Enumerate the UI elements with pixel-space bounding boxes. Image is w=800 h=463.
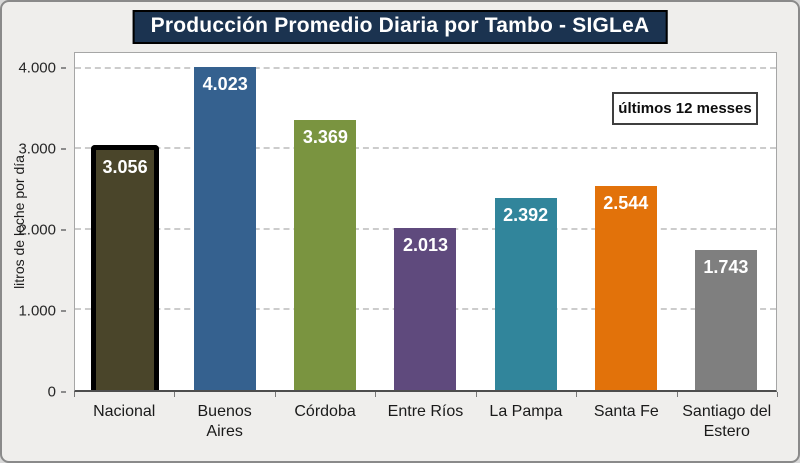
bar-santa-fe: 2.544 [594, 185, 657, 390]
bar-value-c-rdoba: 3.369 [302, 126, 348, 147]
bar-la-pampa: 2.392 [494, 198, 557, 390]
x-tick-mark-4 [475, 392, 477, 397]
bar-value-la-pampa: 2.392 [503, 205, 549, 226]
gridline-4.000 [75, 67, 776, 70]
y-tick-mark-0 [61, 391, 66, 393]
y-tick-label-2.000: 2.000 [18, 221, 56, 239]
bar-value-buenos-aires: 4.023 [202, 74, 248, 95]
x-label-c-rdoba: Córdoba [294, 403, 356, 420]
y-tick-mark-2.000 [61, 229, 66, 232]
y-tick-label-0: 0 [47, 383, 56, 401]
x-axis-labels: Nacional Buenos Aires Córdoba Entre Ríos La … [74, 402, 777, 442]
x-label-entre-r-os: Entre Ríos [387, 403, 464, 420]
x-tick-mark-0 [74, 392, 75, 397]
chart-title: Producción Promedio Diaria por Tambo - S… [132, 10, 668, 44]
gridline-3.000 [75, 147, 776, 150]
bar-buenos-aires: 4.023 [194, 67, 257, 390]
bar-santiago-del-estero: 1.743 [694, 250, 757, 390]
bar-slot-santiago-del-estero: 1.743 [676, 53, 776, 390]
bars-layer: 3.056 4.023 3.369 2.013 2.392 2.544 1.743 [75, 53, 776, 390]
bar-slot-nacional: 3.056 [75, 53, 175, 390]
x-tick-mark-2 [274, 392, 276, 397]
x-axis-tick-marks [74, 392, 778, 397]
bar-c-rdoba: 3.369 [294, 119, 357, 390]
x-label-santiago-del-estero: Santiago del Estero [682, 403, 772, 440]
bar-slot-la-pampa: 2.392 [476, 53, 576, 390]
bar-value-santiago-del-estero: 1.743 [703, 257, 749, 278]
bar-value-nacional: 3.056 [102, 156, 148, 177]
x-label-buenos-aires: Buenos Aires [197, 403, 252, 440]
y-tick-label-3.000: 3.000 [18, 140, 56, 158]
x-tick-mark-3 [375, 392, 377, 397]
x-tick-mark-1 [174, 392, 176, 397]
bar-slot-entre-r-os: 2.013 [375, 53, 475, 390]
x-tick-mark-6 [676, 392, 678, 397]
x-label-nacional: Nacional [93, 403, 156, 420]
y-axis-tick-labels: 0 1.000 2.000 3.000 4.000 [2, 52, 66, 401]
x-label-santa-fe: Santa Fe [593, 403, 659, 420]
y-tick-mark-4.000 [61, 67, 66, 70]
bar-slot-santa-fe: 2.544 [576, 53, 676, 390]
y-tick-mark-1.000 [61, 310, 66, 313]
y-tick-mark-3.000 [61, 148, 66, 151]
x-tick-mark-5 [576, 392, 578, 397]
x-tick-mark-7 [777, 392, 778, 397]
x-label-la-pampa: La Pampa [489, 403, 563, 420]
bar-entre-r-os: 2.013 [394, 228, 457, 390]
y-tick-label-4.000: 4.000 [18, 59, 56, 77]
bar-slot-c-rdoba: 3.369 [275, 53, 375, 390]
annotation-badge: últimos 12 messes [612, 92, 758, 125]
bar-value-santa-fe: 2.544 [603, 192, 649, 213]
y-tick-label-1.000: 1.000 [18, 302, 56, 320]
bar-nacional: 3.056 [91, 144, 160, 390]
bar-value-entre-r-os: 2.013 [402, 235, 448, 256]
bar-slot-buenos-aires: 4.023 [175, 53, 275, 390]
